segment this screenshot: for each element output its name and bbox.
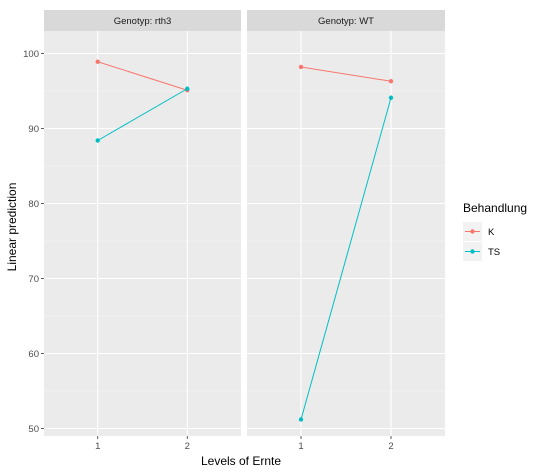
data-point-K-WT-1 xyxy=(298,64,304,70)
y-axis: 50 60 70 80 90 100 xyxy=(23,49,44,435)
facet-strip xyxy=(44,10,241,31)
facet-strip-label: Genotyp: rth3 xyxy=(114,16,172,27)
panel-background xyxy=(44,31,241,436)
x-tick-label: 1 xyxy=(298,441,303,452)
x-tick-label: 2 xyxy=(388,441,393,452)
data-point-TS-rth3-1 xyxy=(95,138,100,143)
y-tick-label: 70 xyxy=(28,274,39,285)
x-axis-title: Levels of Ernte xyxy=(201,454,281,468)
legend-title: Behandlung xyxy=(463,201,527,215)
legend: Behandlung K TS xyxy=(463,201,527,261)
data-point-TS-WT-1 xyxy=(298,417,304,422)
series-line-TS-WT xyxy=(300,97,392,420)
series-line-K-WT xyxy=(300,66,392,82)
data-point-TS-rth3-2 xyxy=(185,86,190,91)
y-tick-label: 100 xyxy=(23,49,39,60)
legend-label: K xyxy=(488,227,495,238)
panel-background xyxy=(247,31,445,436)
x-tick-label: 2 xyxy=(185,441,190,452)
y-tick-label: 90 xyxy=(28,124,39,135)
facet-panel-WT: Genotyp: WT xyxy=(247,10,445,436)
legend-key-point xyxy=(470,229,475,234)
data-point-K-WT-2 xyxy=(388,79,394,84)
data-point-TS-WT-2 xyxy=(388,95,394,100)
y-tick-label: 50 xyxy=(28,424,39,435)
y-tick-label: 60 xyxy=(28,349,39,360)
legend-item-K: K xyxy=(463,222,495,241)
facet-strip-label: Genotyp: WT xyxy=(318,16,374,27)
facet-panel-rth3: Genotyp: rth3 xyxy=(44,10,241,436)
x-axis: 1 2 1 2 xyxy=(95,436,394,452)
data-point-K-rth3-1 xyxy=(95,59,100,64)
y-tick-label: 80 xyxy=(28,199,39,210)
legend-label: TS xyxy=(488,247,500,258)
x-tick-label: 1 xyxy=(95,441,100,452)
y-axis-title: Linear prediction xyxy=(5,183,19,272)
legend-item-TS: TS xyxy=(463,242,500,261)
series-line-TS-rth3 xyxy=(97,88,188,141)
facet-panels: Genotyp: rth3 Genotyp: WT xyxy=(44,10,445,436)
legend-key-point xyxy=(470,249,475,254)
facet-strip xyxy=(247,10,445,31)
series-line-K-rth3 xyxy=(97,61,188,91)
